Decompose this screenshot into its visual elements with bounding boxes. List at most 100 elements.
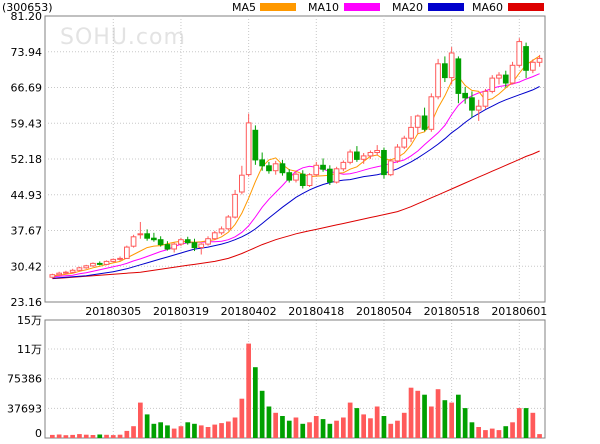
volume-bar: [313, 416, 319, 438]
volume-bar: [341, 417, 346, 438]
candle: [320, 158, 326, 172]
candle: [421, 107, 428, 132]
volume-bar: [219, 423, 224, 438]
volume-bar: [388, 423, 394, 438]
volume-tick-label: 15万: [17, 314, 42, 327]
volume-bar: [408, 387, 414, 438]
candle: [96, 261, 103, 266]
legend-label: MA10: [308, 1, 339, 14]
candle: [171, 242, 178, 253]
volume-bar: [226, 421, 231, 438]
legend: MA5 MA10 MA20 MA60: [232, 1, 544, 14]
volume-bar: [185, 422, 191, 438]
candle: [475, 99, 482, 121]
candle: [347, 149, 353, 165]
candle: [489, 75, 496, 94]
volume-bar: [246, 343, 251, 438]
price-tick-label: 59.43: [11, 117, 43, 130]
legend-swatch: [428, 3, 464, 11]
moving-average-lines: [52, 55, 540, 280]
date-tick-label: 20180518: [424, 305, 480, 318]
volume-bar: [347, 402, 353, 438]
candle: [110, 258, 117, 263]
volume-bar: [415, 390, 421, 438]
volume-bar: [456, 394, 461, 438]
candle: [313, 161, 320, 177]
date-tick-label: 20180504: [356, 305, 412, 318]
volume-tick-label: 75386: [7, 373, 42, 386]
candle: [90, 262, 96, 267]
volume-bars: [50, 343, 542, 438]
volume-bar: [422, 394, 427, 438]
date-x-axis: 20180305 20180319 20180402 20180418 20180504…: [85, 305, 547, 318]
volume-bar: [537, 434, 542, 438]
volume-bar: [368, 418, 373, 438]
candle: [442, 56, 448, 83]
price-tick-label: 73.94: [11, 46, 43, 59]
candle: [137, 221, 144, 239]
date-tick-label: 20180319: [153, 305, 209, 318]
candle: [428, 93, 435, 132]
candle: [374, 145, 380, 156]
volume-bar: [354, 408, 360, 438]
volume-bar: [77, 434, 82, 438]
legend-swatch: [260, 3, 296, 11]
volume-bar: [381, 416, 387, 438]
candle: [151, 232, 157, 242]
candle: [482, 88, 489, 109]
candle: [354, 146, 360, 162]
candle: [218, 226, 225, 235]
volume-bar: [483, 430, 488, 438]
volume-bar: [334, 420, 339, 438]
candle: [462, 86, 468, 104]
volume-bar: [266, 406, 272, 438]
volume-y-axis: 15万 11万 75386 37693 0: [7, 314, 42, 440]
price-tick-label: 37.67: [11, 225, 43, 238]
volume-bar: [192, 423, 197, 438]
candle: [333, 166, 340, 184]
candle: [211, 230, 218, 240]
volume-bar: [232, 417, 238, 438]
volume-bar: [56, 434, 62, 438]
candle: [157, 236, 164, 247]
candle: [191, 238, 198, 252]
candle: [205, 236, 211, 246]
volume-bar: [327, 423, 333, 438]
date-tick-label: 20180402: [221, 305, 277, 318]
candle: [178, 237, 184, 247]
volume-bar: [50, 434, 55, 438]
volume-tick-label: 37693: [7, 402, 42, 415]
volume-bar: [83, 434, 89, 438]
candle: [509, 61, 516, 85]
legend-swatch: [508, 3, 544, 11]
price-tick-label: 30.42: [11, 260, 43, 273]
candle: [56, 271, 62, 276]
candle: [69, 268, 76, 274]
volume-bar: [144, 414, 150, 438]
date-tick-label: 20180418: [288, 305, 344, 318]
volume-bar: [429, 406, 434, 438]
candle: [523, 42, 529, 79]
volume-bar: [205, 427, 211, 438]
volume-bar: [138, 402, 143, 438]
date-tick-label: 20180601: [491, 305, 547, 318]
candlesticks: [49, 38, 543, 279]
candle: [496, 72, 502, 85]
watermark: SOHU.com: [60, 25, 186, 50]
volume-bar: [469, 422, 475, 438]
candle: [232, 189, 238, 219]
volume-bar: [151, 423, 157, 438]
ma60-line: [52, 150, 540, 280]
candle: [130, 234, 137, 248]
candle: [83, 264, 90, 269]
candle: [530, 59, 536, 74]
candle: [279, 159, 286, 176]
volume-bar: [489, 428, 495, 438]
candle: [414, 114, 421, 134]
volume-bar: [273, 412, 278, 438]
ma20-line: [52, 86, 540, 279]
candle: [306, 173, 313, 187]
volume-bar: [104, 434, 109, 438]
volume-bar: [171, 428, 177, 438]
candle: [448, 47, 455, 85]
